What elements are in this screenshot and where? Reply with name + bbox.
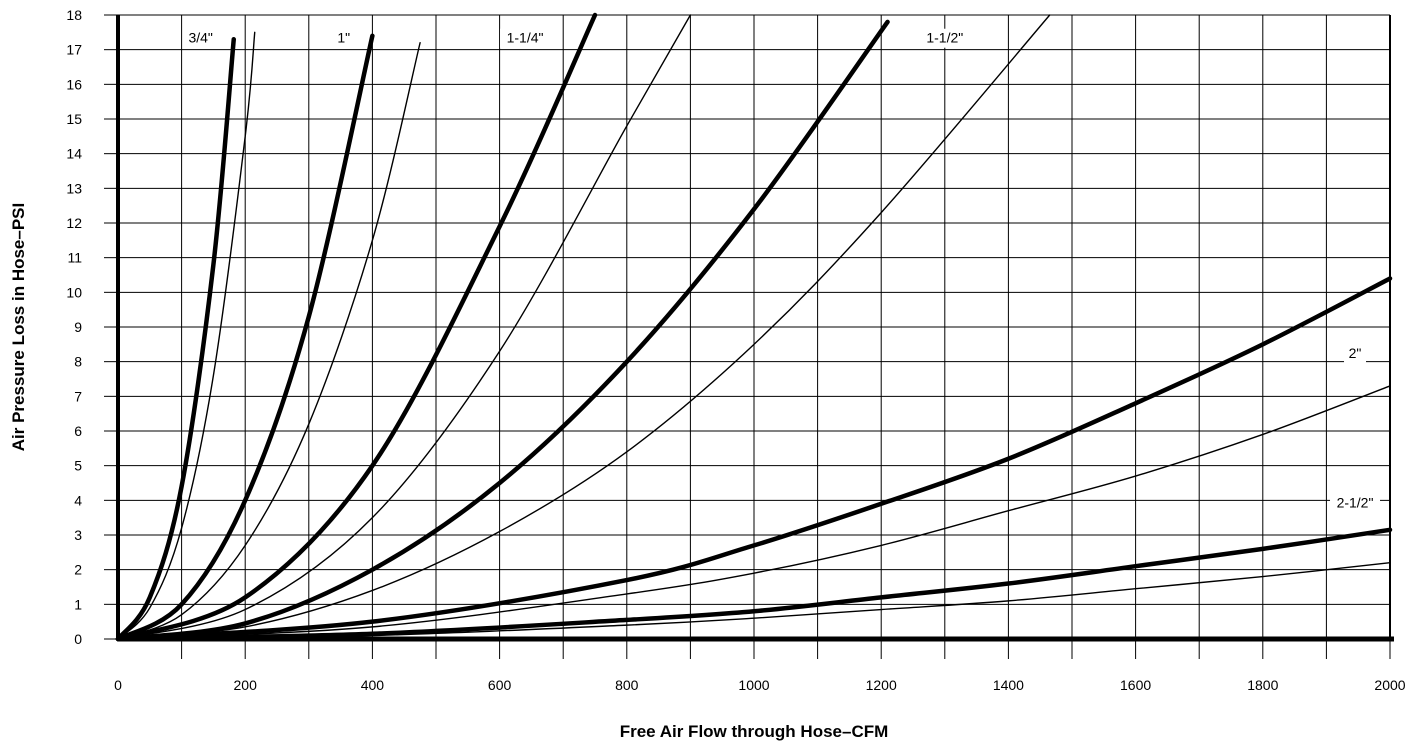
x-tick-label: 1600 xyxy=(1120,677,1151,693)
curve-labels: 3/4" 1" 1-1/4" 1-1/2" 2" 2-1/2" xyxy=(182,28,1381,513)
x-tick-label: 2000 xyxy=(1374,677,1405,693)
curve-label-bg xyxy=(500,28,551,48)
curve-label-bg xyxy=(1330,493,1381,513)
series-curve-0 xyxy=(115,37,237,642)
y-tick-label: 10 xyxy=(66,284,82,300)
curve-label-bg xyxy=(919,28,970,48)
y-tick-label: 12 xyxy=(66,215,82,231)
y-tick-label: 14 xyxy=(66,146,82,162)
x-tick-label: 1000 xyxy=(738,677,769,693)
y-tick-label: 5 xyxy=(74,458,82,474)
y-tick-label: 7 xyxy=(74,388,82,404)
y-axis-title: Air Pressure Loss in Hose–PSI xyxy=(9,203,28,452)
curve-label-4: 2" xyxy=(1349,345,1362,361)
curve-label-5: 2-1/2" xyxy=(1337,494,1374,510)
x-axis-title: Free Air Flow through Hose–CFM xyxy=(620,722,889,741)
y-tick-label: 8 xyxy=(74,354,82,370)
y-tick-label: 17 xyxy=(66,42,82,58)
series-curve-11 xyxy=(117,562,1391,640)
curve-label-bg xyxy=(182,28,219,48)
series-curve-7 xyxy=(117,14,1051,640)
series-curve-2 xyxy=(115,33,375,642)
x-tick-label: 600 xyxy=(488,677,512,693)
x-tick-label: 200 xyxy=(234,677,258,693)
series-curve-3 xyxy=(117,42,421,640)
x-tick-label: 400 xyxy=(361,677,385,693)
y-tick-label: 4 xyxy=(74,492,82,508)
x-tick-label: 1400 xyxy=(993,677,1024,693)
x-tick-label: 800 xyxy=(615,677,639,693)
series-curve-5 xyxy=(117,14,692,640)
y-tick-label: 3 xyxy=(74,527,82,543)
curve-label-0: 3/4" xyxy=(188,30,212,46)
y-tick-label: 18 xyxy=(66,7,82,23)
x-tick-label: 0 xyxy=(114,677,122,693)
y-tick-label: 13 xyxy=(66,180,82,196)
series-curve-1 xyxy=(117,31,256,640)
y-tick-label: 1 xyxy=(74,596,82,612)
series-curve-9 xyxy=(117,385,1391,640)
curve-label-bg xyxy=(332,28,355,48)
x-tick-label: 1800 xyxy=(1247,677,1278,693)
y-tick-label: 2 xyxy=(74,562,82,578)
curve-label-bg xyxy=(1344,344,1367,364)
series-curve-6 xyxy=(115,19,890,642)
series-curve-10 xyxy=(115,527,1393,642)
curve-label-1: 1" xyxy=(337,30,350,46)
series-curve-4 xyxy=(115,12,598,642)
series-curve-8 xyxy=(115,276,1393,642)
x-tick-labels: 0 200 400 600 800 1000 1200 1400 1600 1800 2000 xyxy=(114,639,1406,693)
y-tick-label: 0 xyxy=(74,631,82,647)
y-tick-label: 16 xyxy=(66,76,82,92)
x-tick-label: 1200 xyxy=(866,677,897,693)
curve-label-2: 1-1/4" xyxy=(507,30,544,46)
y-tick-label: 6 xyxy=(74,423,82,439)
y-tick-label: 11 xyxy=(67,250,82,266)
y-tick-label: 9 xyxy=(74,319,82,335)
curves xyxy=(115,12,1393,642)
y-tick-label: 15 xyxy=(66,111,82,127)
curve-label-3: 1-1/2" xyxy=(926,30,963,46)
